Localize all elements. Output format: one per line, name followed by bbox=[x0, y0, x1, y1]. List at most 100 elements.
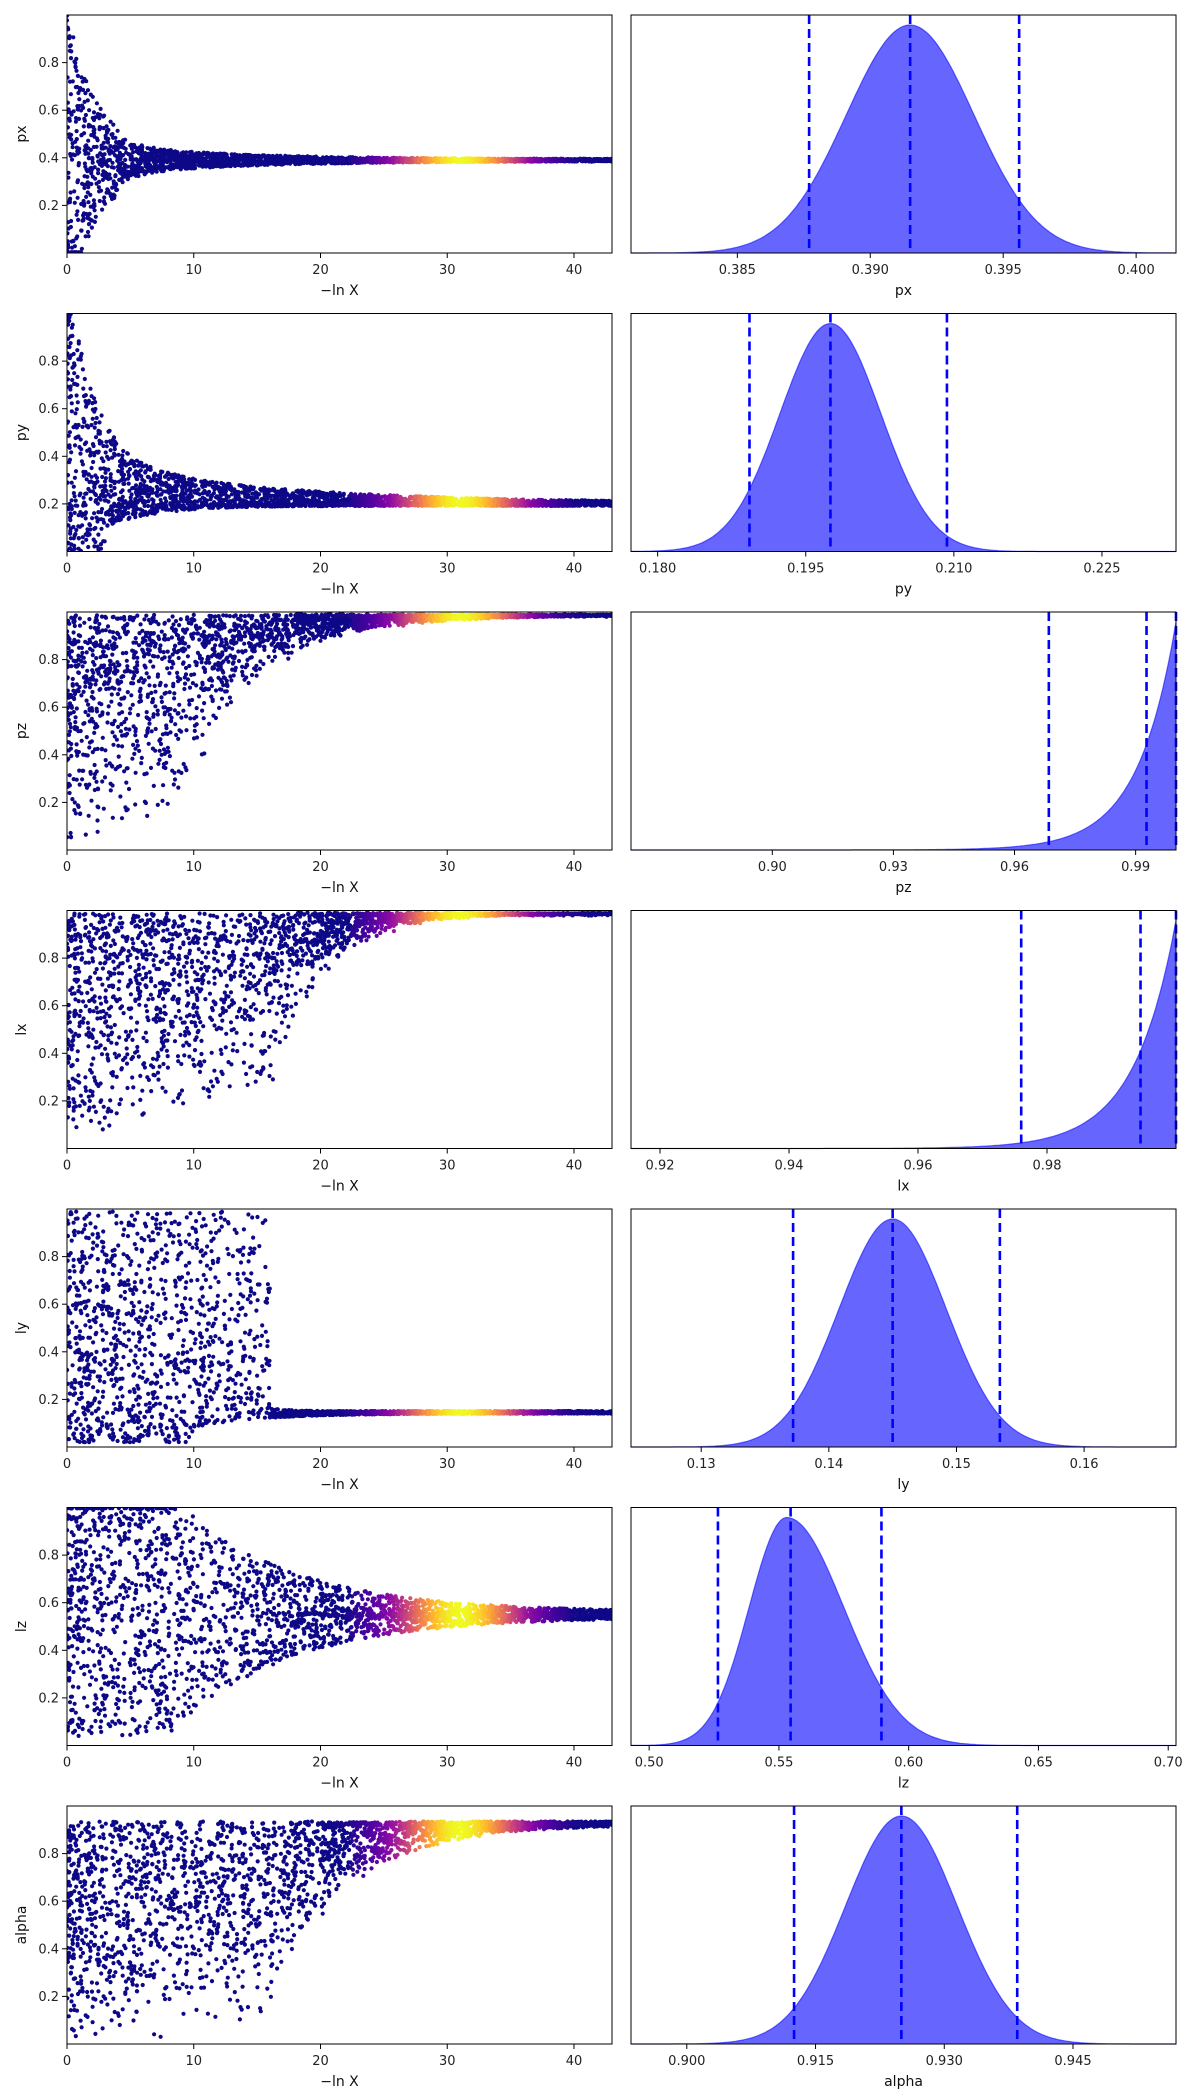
density-alpha-x-tick-label: 0.930 bbox=[926, 2054, 963, 2069]
scatter-pz-x-tick-label: 0 bbox=[63, 860, 71, 875]
scatter-panel-py: 0 10 20 30 40 0.2 0.4 0.6 0.8 −ln X py bbox=[14, 313, 613, 598]
scatter-pz-x-tick-label: 10 bbox=[185, 860, 202, 875]
density-lz-x-tick-label: 0.70 bbox=[1154, 1756, 1183, 1771]
scatter-ly-y-tick-label: 0.4 bbox=[38, 1345, 59, 1360]
scatter-alpha-y-tick-label: 0.2 bbox=[38, 1990, 59, 2005]
density-panel-ly: 0.13 0.14 0.15 0.16 ly bbox=[630, 1208, 1177, 1493]
density-px-area bbox=[631, 25, 1176, 253]
scatter-lx-x-tick-label: 0 bbox=[63, 1159, 71, 1174]
density-px-x-tick-label: 0.390 bbox=[852, 263, 889, 278]
scatter-lz-x-label: −ln X bbox=[320, 1776, 359, 1792]
scatter-alpha-x-tick-label: 30 bbox=[439, 2054, 456, 2069]
scatter-alpha-axes bbox=[66, 1805, 613, 2045]
scatter-py-x-tick-label: 40 bbox=[566, 562, 583, 577]
density-lz-x-tick-label: 0.55 bbox=[764, 1756, 793, 1771]
scatter-px-x-tick-label: 40 bbox=[566, 263, 583, 278]
density-ly-x-tick-label: 0.16 bbox=[1070, 1457, 1099, 1472]
density-pz-x-tick-label: 0.93 bbox=[879, 860, 908, 875]
density-py-axes bbox=[630, 313, 1177, 552]
scatter-px-axes bbox=[66, 14, 613, 254]
density-ly-axes bbox=[630, 1208, 1177, 1448]
scatter-alpha-y-tick-label: 0.8 bbox=[38, 1847, 59, 1862]
scatter-py-y-tick-label: 0.6 bbox=[38, 402, 59, 417]
scatter-py-x-tick-label: 20 bbox=[312, 562, 329, 577]
density-alpha-area bbox=[631, 1816, 1176, 2044]
scatter-px-points bbox=[67, 15, 612, 253]
density-px-x-tick-label: 0.395 bbox=[985, 263, 1022, 278]
density-pz-x-tick-label: 0.99 bbox=[1121, 860, 1150, 875]
scatter-pz-y-label: pz bbox=[14, 723, 30, 739]
scatter-alpha-x-label: −ln X bbox=[320, 2074, 359, 2090]
density-panel-px: 0.385 0.390 0.395 0.400 px bbox=[630, 14, 1177, 299]
scatter-ly-x-tick-label: 30 bbox=[439, 1457, 456, 1472]
scatter-lx-x-tick-label: 20 bbox=[312, 1159, 329, 1174]
density-ly-x-tick-label: 0.13 bbox=[687, 1457, 716, 1472]
scatter-panel-pz: 0 10 20 30 40 0.2 0.4 0.6 0.8 −ln X pz bbox=[14, 611, 613, 896]
scatter-lx-y-tick-label: 0.4 bbox=[38, 1047, 59, 1062]
density-px-axes bbox=[630, 14, 1177, 254]
scatter-lx-x-tick-label: 30 bbox=[439, 1159, 456, 1174]
scatter-pz-points bbox=[67, 612, 612, 840]
scatter-px-x-tick-label: 0 bbox=[63, 263, 71, 278]
scatter-pz-y-tick-label: 0.6 bbox=[38, 701, 59, 716]
scatter-px-y-tick-label: 0.8 bbox=[38, 56, 59, 71]
scatter-pz-y-tick-label: 0.8 bbox=[38, 653, 59, 668]
density-py-x-label: py bbox=[895, 582, 912, 598]
density-px-curve bbox=[631, 24, 1176, 254]
scatter-lx-axes bbox=[66, 910, 613, 1149]
density-pz-axes bbox=[630, 611, 1177, 851]
scatter-lx-x-label: −ln X bbox=[320, 1179, 359, 1195]
scatter-lx-y-tick-label: 0.8 bbox=[38, 952, 59, 967]
scatter-ly-x-tick-label: 0 bbox=[63, 1457, 71, 1472]
density-py-x-tick-label: 0.225 bbox=[1083, 562, 1120, 577]
scatter-lx-y-tick-label: 0.6 bbox=[38, 999, 59, 1014]
scatter-lz-x-tick-label: 0 bbox=[63, 1756, 71, 1771]
scatter-ly-y-tick-label: 0.8 bbox=[38, 1250, 59, 1265]
density-ly-area bbox=[631, 1219, 1176, 1447]
scatter-py-x-tick-label: 30 bbox=[439, 562, 456, 577]
density-panel-pz: 0.90 0.93 0.96 0.99 pz bbox=[630, 611, 1178, 896]
scatter-px-y-tick-label: 0.4 bbox=[38, 151, 59, 166]
density-alpha-x-label: alpha bbox=[884, 2074, 923, 2090]
scatter-lz-axes bbox=[66, 1507, 613, 1746]
scatter-px-y-label: px bbox=[14, 125, 30, 142]
scatter-px-y-tick-label: 0.2 bbox=[38, 199, 59, 214]
scatter-ly-x-label: −ln X bbox=[320, 1477, 359, 1493]
scatter-py-x-tick-label: 0 bbox=[63, 562, 71, 577]
density-pz-x-tick-label: 0.96 bbox=[1000, 860, 1029, 875]
scatter-lz-x-tick-label: 30 bbox=[439, 1756, 456, 1771]
density-lz-x-tick-label: 0.65 bbox=[1024, 1756, 1053, 1771]
scatter-panel-lx: 0 10 20 30 40 0.2 0.4 0.6 0.8 −ln X lx bbox=[14, 910, 613, 1195]
scatter-lz-y-tick-label: 0.6 bbox=[38, 1596, 59, 1611]
scatter-py-x-label: −ln X bbox=[320, 582, 359, 598]
scatter-py-y-tick-label: 0.4 bbox=[38, 450, 59, 465]
density-lz-x-tick-label: 0.60 bbox=[894, 1756, 923, 1771]
scatter-px-x-tick-label: 20 bbox=[312, 263, 329, 278]
scatter-alpha-x-tick-label: 10 bbox=[185, 2054, 202, 2069]
density-ly-x-label: ly bbox=[897, 1477, 909, 1493]
density-alpha-curve bbox=[631, 1815, 1176, 2045]
density-lz-x-tick-label: 0.50 bbox=[635, 1756, 664, 1771]
scatter-py-y-tick-label: 0.8 bbox=[38, 355, 59, 370]
density-px-x-tick-label: 0.400 bbox=[1118, 263, 1155, 278]
scatter-ly-y-tick-label: 0.6 bbox=[38, 1298, 59, 1313]
scatter-pz-x-tick-label: 30 bbox=[439, 860, 456, 875]
density-lx-x-tick-label: 0.98 bbox=[1033, 1159, 1062, 1174]
scatter-pz-axes bbox=[66, 611, 613, 851]
scatter-alpha-x-tick-label: 40 bbox=[566, 2054, 583, 2069]
scatter-lz-y-label: lz bbox=[14, 1621, 30, 1632]
scatter-pz-y-tick-label: 0.2 bbox=[38, 796, 59, 811]
scatter-ly-x-tick-label: 20 bbox=[312, 1457, 329, 1472]
scatter-alpha-y-label: alpha bbox=[14, 1906, 30, 1945]
density-py-area bbox=[631, 323, 1176, 552]
scatter-lz-y-tick-label: 0.4 bbox=[38, 1644, 59, 1659]
scatter-lz-points bbox=[67, 1507, 612, 1738]
scatter-ly-y-label: ly bbox=[14, 1322, 30, 1334]
scatter-ly-points bbox=[67, 1209, 612, 1445]
density-py-x-tick-label: 0.195 bbox=[787, 562, 824, 577]
density-lx-axes bbox=[630, 910, 1177, 1149]
scatter-pz-x-label: −ln X bbox=[320, 880, 359, 896]
scatter-alpha-y-tick-label: 0.6 bbox=[38, 1895, 59, 1910]
scatter-lz-x-tick-label: 10 bbox=[185, 1756, 202, 1771]
